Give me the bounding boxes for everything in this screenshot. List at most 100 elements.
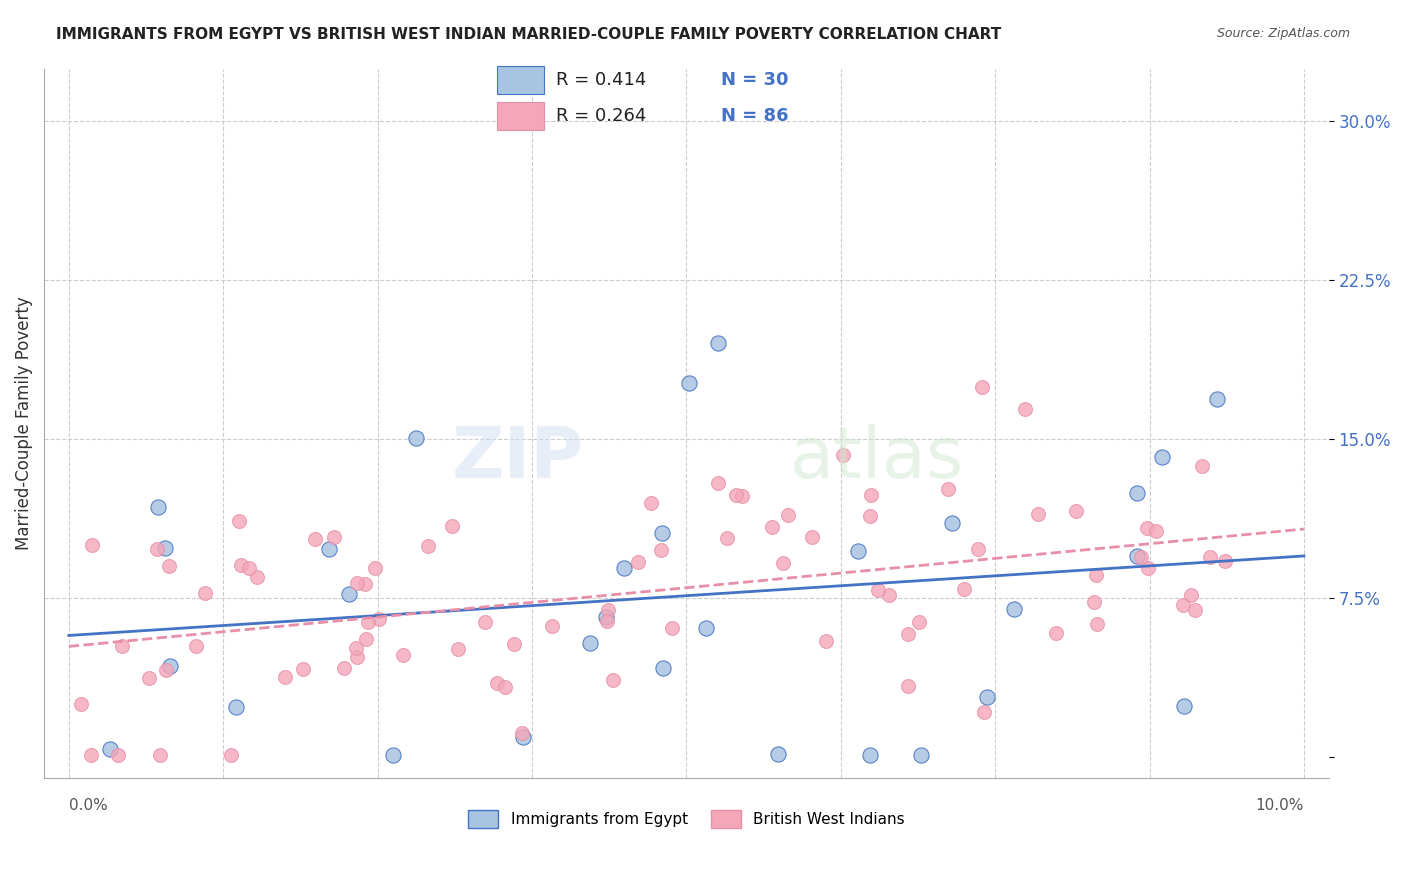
British West Indians — [138, 671, 160, 685]
Immigrants from Egypt — [1002, 602, 1025, 616]
British West Indians — [1084, 568, 1107, 582]
British West Indians — [157, 558, 180, 573]
Text: atlas: atlas — [789, 425, 963, 493]
British West Indians — [661, 622, 683, 636]
Immigrants from Egypt — [941, 516, 963, 530]
Text: Source: ZipAtlas.com: Source: ZipAtlas.com — [1216, 27, 1350, 40]
British West Indians — [80, 747, 103, 762]
British West Indians — [194, 586, 217, 600]
British West Indians — [1180, 588, 1202, 602]
British West Indians — [724, 488, 747, 502]
British West Indians — [772, 556, 794, 570]
Immigrants from Egypt — [707, 336, 730, 351]
British West Indians — [640, 496, 662, 510]
British West Indians — [801, 530, 824, 544]
Immigrants from Egypt — [318, 541, 340, 556]
British West Indians — [107, 747, 129, 762]
British West Indians — [1136, 561, 1159, 575]
British West Indians — [447, 642, 470, 657]
British West Indians — [706, 475, 728, 490]
British West Indians — [596, 602, 619, 616]
British West Indians — [1085, 616, 1108, 631]
British West Indians — [815, 633, 838, 648]
British West Indians — [1213, 554, 1236, 568]
British West Indians — [908, 615, 931, 630]
Immigrants from Egypt — [146, 500, 169, 515]
British West Indians — [145, 541, 167, 556]
British West Indians — [149, 747, 172, 762]
British West Indians — [246, 570, 269, 584]
British West Indians — [356, 632, 378, 646]
Text: R = 0.414: R = 0.414 — [555, 70, 647, 88]
British West Indians — [540, 618, 562, 632]
Immigrants from Egypt — [1126, 549, 1149, 564]
Text: N = 30: N = 30 — [721, 70, 789, 88]
British West Indians — [936, 482, 959, 496]
Immigrants from Egypt — [98, 742, 121, 756]
British West Indians — [650, 542, 672, 557]
Text: N = 86: N = 86 — [721, 107, 789, 125]
Immigrants from Egypt — [976, 690, 998, 704]
British West Indians — [416, 539, 439, 553]
Immigrants from Egypt — [1152, 450, 1174, 465]
British West Indians — [70, 697, 93, 711]
Immigrants from Egypt — [1205, 392, 1227, 406]
British West Indians — [973, 705, 995, 719]
Bar — [496, 102, 544, 130]
British West Indians — [897, 627, 920, 641]
British West Indians — [877, 588, 900, 602]
Text: ZIP: ZIP — [451, 425, 583, 493]
British West Indians — [111, 639, 134, 653]
British West Indians — [219, 747, 242, 762]
British West Indians — [1026, 508, 1049, 522]
British West Indians — [364, 561, 387, 575]
Immigrants from Egypt — [381, 747, 404, 762]
British West Indians — [357, 615, 380, 630]
Immigrants from Egypt — [595, 610, 617, 624]
Immigrants from Egypt — [1125, 485, 1147, 500]
Immigrants from Egypt — [512, 731, 534, 745]
British West Indians — [1136, 520, 1159, 534]
British West Indians — [503, 637, 526, 651]
British West Indians — [897, 679, 920, 693]
British West Indians — [596, 614, 619, 628]
Immigrants from Egypt — [1173, 698, 1195, 713]
British West Indians — [346, 576, 368, 591]
British West Indians — [1171, 598, 1194, 612]
British West Indians — [184, 639, 207, 653]
Text: R = 0.264: R = 0.264 — [555, 107, 647, 125]
Immigrants from Egypt — [405, 431, 427, 445]
British West Indians — [354, 577, 377, 591]
British West Indians — [967, 541, 990, 556]
British West Indians — [510, 726, 533, 740]
British West Indians — [304, 532, 326, 546]
British West Indians — [494, 680, 516, 694]
British West Indians — [1199, 550, 1222, 565]
British West Indians — [333, 661, 356, 675]
British West Indians — [832, 448, 855, 462]
Immigrants from Egypt — [846, 543, 869, 558]
Immigrants from Egypt — [768, 747, 790, 762]
Immigrants from Egypt — [159, 658, 181, 673]
Immigrants from Egypt — [678, 376, 700, 391]
British West Indians — [778, 508, 800, 522]
British West Indians — [1184, 603, 1206, 617]
British West Indians — [346, 649, 368, 664]
Text: 0.0%: 0.0% — [69, 798, 108, 814]
British West Indians — [440, 519, 463, 533]
British West Indians — [344, 640, 367, 655]
British West Indians — [627, 555, 650, 569]
British West Indians — [716, 532, 738, 546]
Y-axis label: Married-Couple Family Poverty: Married-Couple Family Poverty — [15, 296, 32, 550]
British West Indians — [1064, 504, 1087, 518]
British West Indians — [1083, 595, 1105, 609]
British West Indians — [155, 663, 177, 677]
Legend: Immigrants from Egypt, British West Indians: Immigrants from Egypt, British West Indi… — [461, 804, 911, 834]
British West Indians — [730, 489, 752, 503]
British West Indians — [1191, 458, 1213, 473]
Bar — [496, 66, 544, 94]
Immigrants from Egypt — [613, 561, 636, 575]
British West Indians — [866, 582, 889, 597]
Immigrants from Egypt — [337, 587, 360, 601]
British West Indians — [859, 488, 882, 502]
